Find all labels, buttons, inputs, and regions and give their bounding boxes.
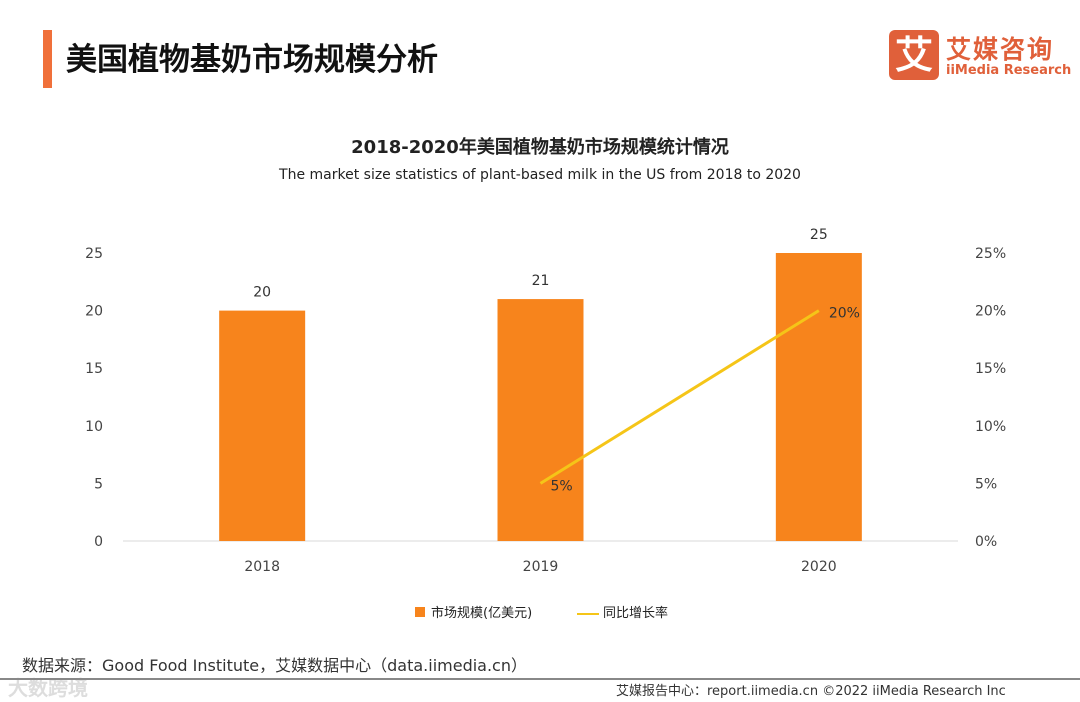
footer-divider	[0, 678, 1080, 680]
bar-value-label: 21	[532, 273, 550, 289]
legend-bar-swatch	[415, 607, 425, 617]
y2-tick-label: 5%	[975, 476, 997, 492]
watermark: 大数跨境	[8, 676, 88, 700]
line-value-label: 20%	[829, 306, 860, 322]
legend-line: 同比增长率	[577, 602, 668, 621]
bar-value-label: 25	[810, 227, 828, 243]
y2-tick-label: 25%	[975, 246, 1006, 262]
legend-line-label: 同比增长率	[603, 606, 669, 621]
y2-tick-label: 20%	[975, 304, 1006, 320]
logo-en: iiMedia Research	[946, 63, 1072, 78]
growth-line	[539, 309, 820, 485]
legend-bar: 市场规模(亿美元)	[415, 602, 532, 621]
y2-tick-label: 10%	[975, 419, 1006, 435]
line-value-label: 5%	[551, 478, 573, 494]
page-title: 美国植物基奶市场规模分析	[66, 42, 438, 78]
bar	[497, 299, 584, 541]
chart-title: 2018-2020年美国植物基奶市场规模统计情况	[351, 137, 729, 158]
y2-tick-label: 0%	[975, 534, 997, 550]
x-tick-label: 2020	[801, 559, 837, 575]
bar-value-label: 20	[253, 285, 271, 301]
source-note: 数据来源：Good Food Institute，艾媒数据中心（data.iim…	[22, 656, 527, 675]
x-tick-label: 2018	[244, 559, 280, 575]
y-tick-label: 10	[85, 419, 103, 435]
legend-line-swatch	[577, 612, 599, 615]
y-tick-label: 25	[85, 246, 103, 262]
footer-report: 艾媒报告中心：report.iimedia.cn ©2022 iiMedia R…	[616, 684, 1006, 699]
title-accent-bar	[43, 30, 52, 88]
bar	[219, 310, 306, 541]
logo-mark: 艾	[889, 30, 939, 80]
logo-cn: 艾媒咨询	[946, 35, 1055, 64]
y2-tick-label: 15%	[975, 361, 1006, 377]
y-tick-label: 20	[85, 304, 103, 320]
y-tick-label: 15	[85, 361, 103, 377]
x-tick-label: 2019	[523, 559, 559, 575]
y-tick-label: 5	[94, 476, 103, 492]
bar	[775, 253, 862, 541]
legend-bar-label: 市场规模(亿美元)	[431, 606, 533, 621]
chart-subtitle: The market size statistics of plant-base…	[279, 167, 801, 183]
y-tick-label: 0	[94, 534, 103, 550]
